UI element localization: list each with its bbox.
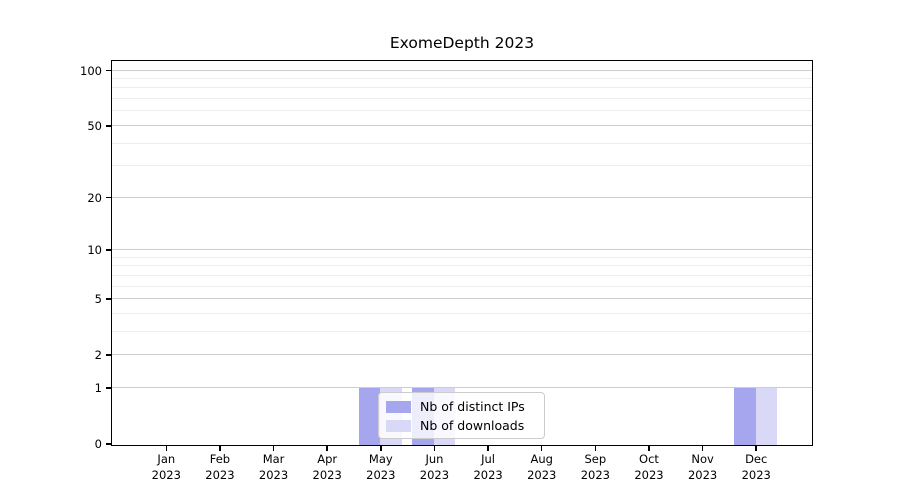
gridline-major: [111, 248, 812, 250]
x-tick-label: May 2023: [366, 452, 396, 482]
gridline-minor: [111, 87, 812, 89]
y-tick-label: 0: [94, 437, 102, 451]
gridline-major: [111, 354, 812, 356]
x-tick-mark: [487, 445, 489, 451]
x-tick-mark: [433, 445, 436, 451]
gridline-minor: [111, 78, 812, 80]
x-tick-mark: [594, 445, 597, 451]
x-tick-mark: [540, 445, 543, 451]
x-tick-label: Jul 2023: [473, 452, 503, 482]
legend: Nb of distinct IPs Nb of downloads: [378, 392, 545, 439]
bar-distinct-ips-may: [358, 388, 381, 445]
x-tick-label: Nov 2023: [687, 452, 718, 482]
gridline-minor: [111, 285, 812, 287]
legend-swatch-distinct-ips: [386, 400, 411, 413]
grid-layer: [111, 61, 812, 445]
gridline-minor: [111, 110, 812, 112]
y-tick-label: 50: [87, 118, 102, 133]
bars-layer: [112, 61, 812, 445]
y-tick-label: 5: [94, 292, 102, 307]
x-tick-mark: [165, 445, 168, 451]
x-tick-mark: [380, 445, 382, 451]
x-tick-label: Mar 2023: [258, 452, 289, 482]
bar-downloads-dec: [755, 388, 778, 445]
x-tick-mark: [648, 445, 650, 451]
y-tick-label: 100: [80, 63, 102, 78]
x-tick-label: Dec 2023: [741, 452, 771, 482]
x-tick-label: Jun 2023: [419, 452, 450, 482]
gridline-minor: [111, 274, 812, 276]
bar-distinct-ips-dec: [734, 388, 756, 445]
legend-item: Nb of downloads: [386, 418, 536, 433]
x-tick-mark: [755, 445, 757, 451]
gridline-minor: [111, 98, 812, 100]
x-tick-label: Aug 2023: [527, 452, 557, 482]
legend-item: Nb of distinct IPs: [386, 399, 536, 414]
gridline-major: [111, 196, 812, 198]
chart-title: ExomeDepth 2023: [389, 34, 535, 52]
legend-label: Nb of downloads: [420, 418, 525, 433]
x-tick-mark: [272, 445, 275, 451]
x-tick-label: Oct 2023: [634, 452, 664, 482]
x-tick-label: Feb 2023: [205, 452, 235, 482]
y-tick-label: 20: [87, 190, 102, 205]
gridline-major: [111, 124, 812, 126]
gridline-minor: [111, 142, 812, 144]
plot-area: [110, 59, 813, 446]
legend-swatch-downloads: [386, 419, 411, 432]
y-tick-label: 2: [94, 348, 102, 363]
gridline-minor: [111, 330, 812, 332]
x-tick-label: Jan 2023: [151, 452, 181, 482]
x-tick-mark: [701, 445, 704, 451]
gridline-minor: [111, 265, 812, 267]
legend-label: Nb of distinct IPs: [420, 399, 525, 414]
gridline-minor: [111, 256, 812, 258]
gridline-major: [111, 298, 812, 300]
gridline-major: [111, 386, 812, 388]
x-tick-label: Apr 2023: [312, 452, 342, 482]
gridline-minor: [111, 312, 812, 314]
x-tick-label: Sep 2023: [580, 452, 610, 482]
gridline-major: [111, 69, 812, 71]
gridline-minor: [111, 165, 812, 167]
y-tick-label: 10: [87, 242, 102, 257]
y-tick-label: 1: [94, 380, 102, 395]
x-tick-mark: [326, 445, 328, 451]
x-tick-mark: [219, 445, 221, 451]
